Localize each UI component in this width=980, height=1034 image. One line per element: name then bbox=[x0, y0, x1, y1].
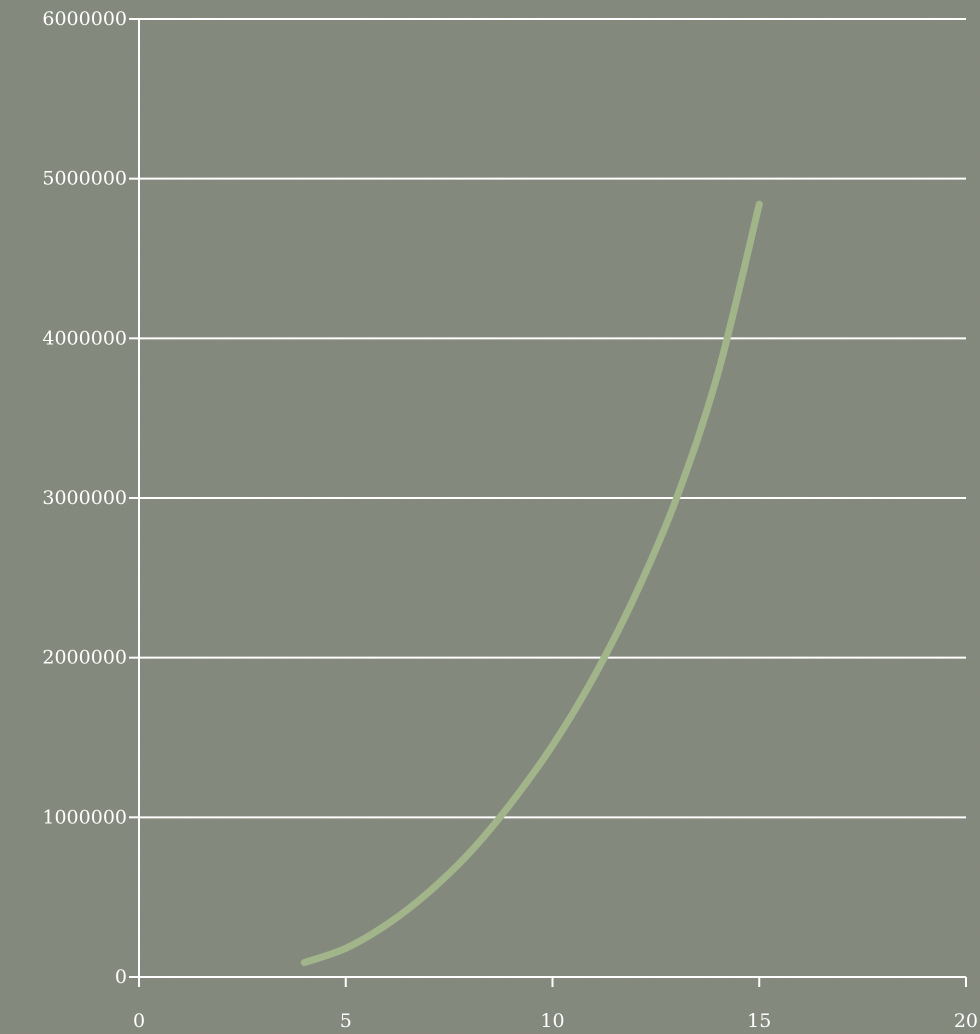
x-tick-label: 15 bbox=[747, 1010, 771, 1032]
x-tick-label: 5 bbox=[340, 1010, 352, 1032]
series-line bbox=[300, 200, 763, 967]
axes bbox=[129, 18, 967, 987]
x-tick-label: 20 bbox=[954, 1010, 978, 1032]
x-tick-label: 10 bbox=[540, 1010, 564, 1032]
y-tick-label: 1000000 bbox=[42, 806, 127, 828]
y-tick-label: 3000000 bbox=[42, 487, 127, 509]
y-tick-label: 2000000 bbox=[42, 647, 127, 669]
y-tick-label: 4000000 bbox=[42, 327, 127, 349]
tick-labels: 0 1000000 2000000 3000000 4000000 5000000 6000… bbox=[42, 8, 978, 1032]
y-tick-label: 5000000 bbox=[42, 168, 127, 190]
y-tick-label: 0 bbox=[115, 966, 127, 988]
grid-lines bbox=[139, 18, 966, 819]
y-tick-label: 6000000 bbox=[42, 8, 127, 30]
x-tick-label: 0 bbox=[133, 1010, 145, 1032]
series-layer bbox=[300, 200, 763, 967]
